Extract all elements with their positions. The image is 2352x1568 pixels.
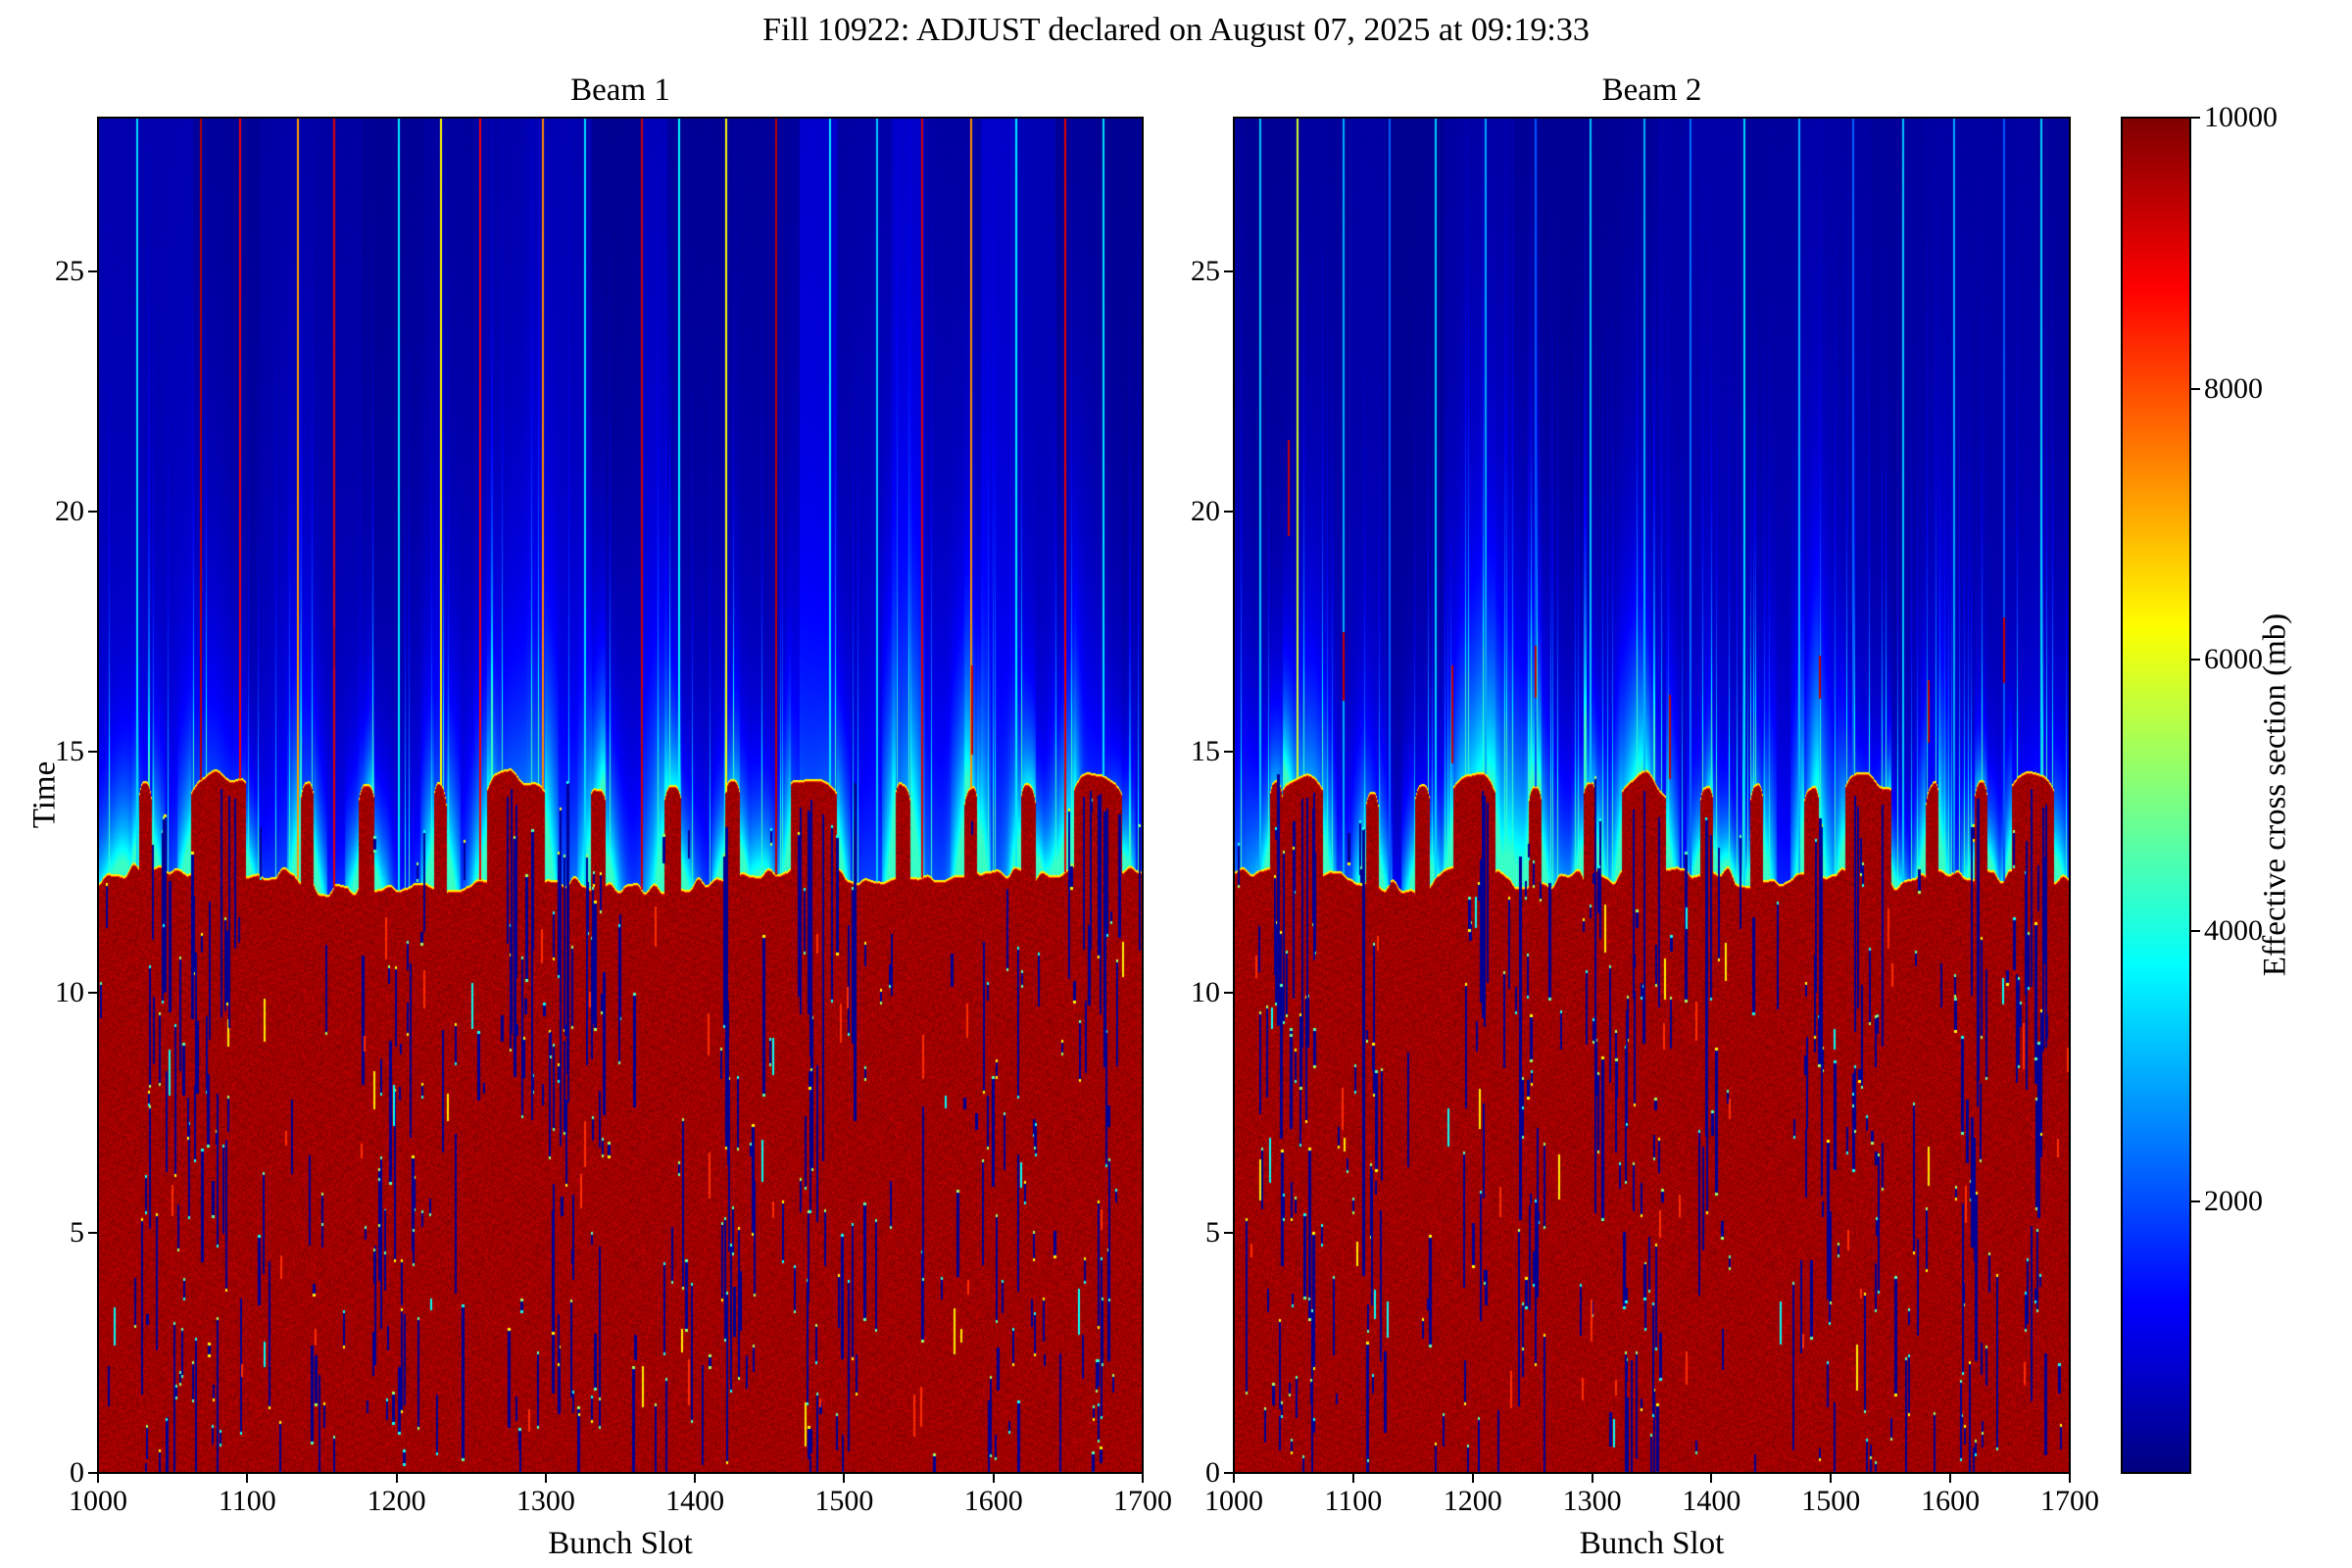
x-tick-label: 1700 (1113, 1485, 1172, 1517)
x-tick-label: 1200 (367, 1485, 426, 1517)
colorbar: 2000 4000 6000 8000 10000 (2121, 101, 2278, 1474)
colorbar-tick-mark (2190, 929, 2200, 932)
y-tick-label: 10 (1191, 975, 1220, 1008)
x-tick-label: 1700 (2040, 1485, 2099, 1517)
y-tick-mark (88, 751, 98, 754)
x-tick-mark (992, 1473, 995, 1483)
x-tick-label: 1500 (1801, 1485, 1861, 1517)
beam1-xlabel: Bunch Slot (548, 1526, 693, 1561)
x-tick-mark (843, 1473, 846, 1483)
colorbar-tick-mark (2190, 117, 2200, 119)
x-tick-mark (1591, 1473, 1593, 1483)
colorbar-tick-label: 8000 (2204, 371, 2263, 405)
x-tick-label: 1000 (69, 1485, 127, 1517)
beam1-axes: Beam 1 Bunch Slot 1000 1100 1200 1300 1400 15… (55, 73, 1172, 1561)
x-tick-label: 1300 (515, 1485, 575, 1517)
y-tick-label: 10 (55, 975, 84, 1008)
x-tick-label: 1500 (814, 1485, 874, 1517)
y-tick-label: 25 (55, 254, 84, 287)
y-tick-mark (88, 270, 98, 272)
y-tick-mark (88, 511, 98, 514)
colorbar-tick-label: 4000 (2204, 913, 2263, 947)
x-tick-mark (97, 1473, 99, 1483)
y-tick-label: 15 (55, 735, 84, 768)
y-tick-label: 25 (1191, 254, 1220, 287)
x-tick-mark (246, 1473, 249, 1483)
y-tick-label: 20 (55, 495, 84, 528)
y-axis-label: Time (26, 760, 63, 829)
y-tick-mark (1224, 270, 1234, 272)
x-tick-label: 1200 (1443, 1485, 1502, 1517)
y-tick-label: 20 (1191, 495, 1220, 528)
y-tick-mark (1224, 751, 1234, 754)
beam2-heatmap (1233, 117, 2071, 1474)
x-tick-mark (2069, 1473, 2071, 1483)
x-tick-mark (1710, 1473, 1713, 1483)
x-tick-mark (1233, 1473, 1235, 1483)
y-tick-mark (88, 991, 98, 994)
x-tick-mark (395, 1473, 398, 1483)
x-tick-label: 1100 (218, 1485, 276, 1517)
colorbar-tick-label: 10000 (2204, 101, 2278, 133)
colorbar-tick-label: 6000 (2204, 643, 2263, 676)
x-tick-mark (694, 1473, 697, 1483)
figure-title: Fill 10922: ADJUST declared on August 07… (762, 12, 1590, 48)
y-tick-label: 5 (1205, 1215, 1220, 1249)
colorbar-tick-label: 2000 (2204, 1185, 2263, 1218)
beam2-title: Beam 2 (1601, 73, 1702, 108)
y-tick-mark (88, 1231, 98, 1234)
x-tick-mark (1351, 1473, 1354, 1483)
x-tick-label: 1000 (1204, 1485, 1263, 1517)
y-tick-label: 15 (1191, 735, 1220, 768)
y-tick-mark (1224, 511, 1234, 514)
x-tick-mark (1949, 1473, 1952, 1483)
colorbar-tick-mark (2190, 1200, 2200, 1203)
x-tick-mark (544, 1473, 547, 1483)
x-tick-label: 1600 (963, 1485, 1023, 1517)
colorbar-gradient (2121, 117, 2191, 1474)
y-tick-label: 0 (1205, 1456, 1220, 1489)
beam1-heatmap (97, 117, 1144, 1474)
y-tick-mark (1224, 991, 1234, 994)
x-tick-mark (1830, 1473, 1833, 1483)
beam2-xlabel: Bunch Slot (1579, 1526, 1725, 1561)
y-tick-mark (1224, 1472, 1234, 1474)
x-tick-label: 1600 (1921, 1485, 1981, 1517)
beam1-title: Beam 1 (570, 73, 670, 108)
beam2-axes: Beam 2 Bunch Slot 1000 1100 1200 1300 1400 15… (1191, 73, 2099, 1561)
x-tick-label: 1400 (1682, 1485, 1741, 1517)
y-tick-mark (88, 1472, 98, 1474)
colorbar-label: Effective cross section (mb) (2257, 612, 2293, 977)
y-tick-label: 0 (70, 1456, 84, 1489)
x-tick-label: 1400 (665, 1485, 725, 1517)
y-tick-mark (1224, 1231, 1234, 1234)
x-tick-label: 1300 (1562, 1485, 1622, 1517)
colorbar-tick-mark (2190, 659, 2200, 662)
x-tick-mark (1471, 1473, 1474, 1483)
x-tick-mark (1142, 1473, 1144, 1483)
x-tick-label: 1100 (1324, 1485, 1383, 1517)
y-tick-label: 5 (70, 1215, 84, 1249)
colorbar-tick-mark (2190, 387, 2200, 390)
